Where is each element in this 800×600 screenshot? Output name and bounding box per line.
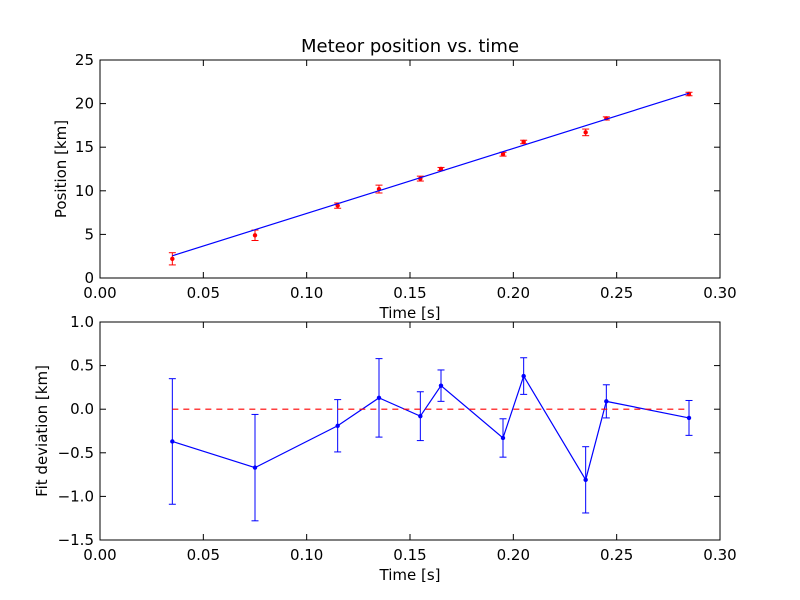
x-tick-label: 0.05 <box>187 546 220 564</box>
data-point <box>438 166 444 172</box>
y-tick-label: −0.5 <box>58 444 94 462</box>
data-point <box>521 139 526 145</box>
x-axis-label: Time [s] <box>379 566 441 584</box>
deviation-chart: 0.00 0.05 0.10 0.15 0.20 0.25 0.30 1.0 0.5 0.0 −0.… <box>33 313 737 584</box>
x-tick-label: 0.05 <box>187 284 220 302</box>
data-point <box>170 439 175 444</box>
data-point <box>376 395 382 401</box>
x-tick-label: 0.20 <box>497 546 530 564</box>
x-tick-label: 0.15 <box>393 284 426 302</box>
data-point <box>438 383 444 388</box>
y-tick-label: 25 <box>75 51 94 69</box>
plot-marks <box>168 357 693 522</box>
y-tick-label: −1.0 <box>58 487 94 505</box>
plot-frame <box>99 321 721 541</box>
data-point <box>418 413 423 419</box>
data-point <box>500 435 506 441</box>
x-axis-label: Time [s] <box>379 304 441 322</box>
y-tick-label: 0.0 <box>70 400 94 418</box>
x-tick-label: 0.30 <box>703 546 736 564</box>
y-tick-label: 0 <box>84 269 94 287</box>
axis-ticks: 0.00 0.05 0.10 0.15 0.20 0.25 0.30 0 5 10 15 20 25 <box>75 51 737 302</box>
data-point <box>583 130 588 135</box>
plot-frame <box>99 59 721 279</box>
x-tick-label: 0.20 <box>497 284 530 302</box>
data-point <box>170 256 175 262</box>
data-point <box>583 477 588 483</box>
x-tick-label: 0.00 <box>83 546 116 564</box>
y-tick-label: −1.5 <box>58 531 94 549</box>
x-tick-label: 0.10 <box>290 284 323 302</box>
y-axis-label: Position [km] <box>52 120 70 218</box>
y-tick-label: 5 <box>84 225 94 243</box>
fit-line <box>172 92 690 257</box>
data-point <box>252 233 258 238</box>
y-tick-label: 10 <box>75 182 94 200</box>
series-line <box>172 374 690 482</box>
position-chart: Meteor position vs. time 0.00 0.05 0.10 0.1… <box>52 36 737 322</box>
x-tick-label: 0.25 <box>600 284 633 302</box>
y-tick-label: 15 <box>75 138 94 156</box>
y-axis-label: Fit deviation [km] <box>33 365 51 497</box>
y-tick-label: 20 <box>75 95 94 113</box>
x-tick-label: 0.25 <box>600 546 633 564</box>
axis-ticks: 0.00 0.05 0.10 0.15 0.20 0.25 0.30 1.0 0.5 0.0 −0.… <box>58 313 737 564</box>
y-tick-label: 1.0 <box>70 313 94 331</box>
data-point <box>500 151 506 157</box>
chart-title: Meteor position vs. time <box>301 36 519 57</box>
x-tick-label: 0.15 <box>393 546 426 564</box>
y-tick-label: 0.5 <box>70 357 94 375</box>
plot-marks <box>168 91 693 266</box>
x-tick-label: 0.10 <box>290 546 323 564</box>
x-tick-label: 0.00 <box>83 284 116 302</box>
data-point <box>252 465 258 470</box>
data-point <box>604 399 609 404</box>
data-point <box>686 415 692 421</box>
data-point <box>521 373 526 379</box>
data-point <box>335 423 340 428</box>
x-tick-label: 0.30 <box>703 284 736 302</box>
